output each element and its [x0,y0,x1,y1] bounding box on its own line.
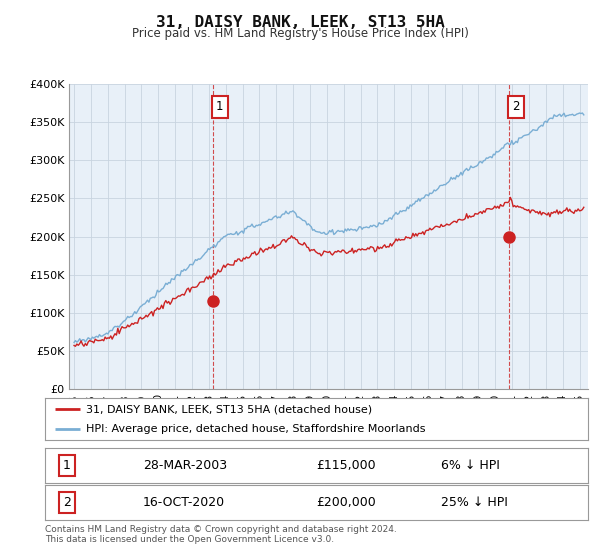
Text: 1: 1 [63,459,71,472]
Text: 2: 2 [63,496,71,509]
Text: £200,000: £200,000 [317,496,376,509]
Text: £115,000: £115,000 [317,459,376,472]
Text: 25% ↓ HPI: 25% ↓ HPI [442,496,508,509]
Text: 6% ↓ HPI: 6% ↓ HPI [442,459,500,472]
Text: Price paid vs. HM Land Registry's House Price Index (HPI): Price paid vs. HM Land Registry's House … [131,27,469,40]
Text: 16-OCT-2020: 16-OCT-2020 [143,496,225,509]
Text: 28-MAR-2003: 28-MAR-2003 [143,459,227,472]
Text: HPI: Average price, detached house, Staffordshire Moorlands: HPI: Average price, detached house, Staf… [86,424,425,434]
Text: Contains HM Land Registry data © Crown copyright and database right 2024.
This d: Contains HM Land Registry data © Crown c… [45,525,397,544]
Text: 2: 2 [512,100,520,113]
Text: 31, DAISY BANK, LEEK, ST13 5HA: 31, DAISY BANK, LEEK, ST13 5HA [155,15,445,30]
Text: 31, DAISY BANK, LEEK, ST13 5HA (detached house): 31, DAISY BANK, LEEK, ST13 5HA (detached… [86,404,372,414]
Text: 1: 1 [216,100,223,113]
